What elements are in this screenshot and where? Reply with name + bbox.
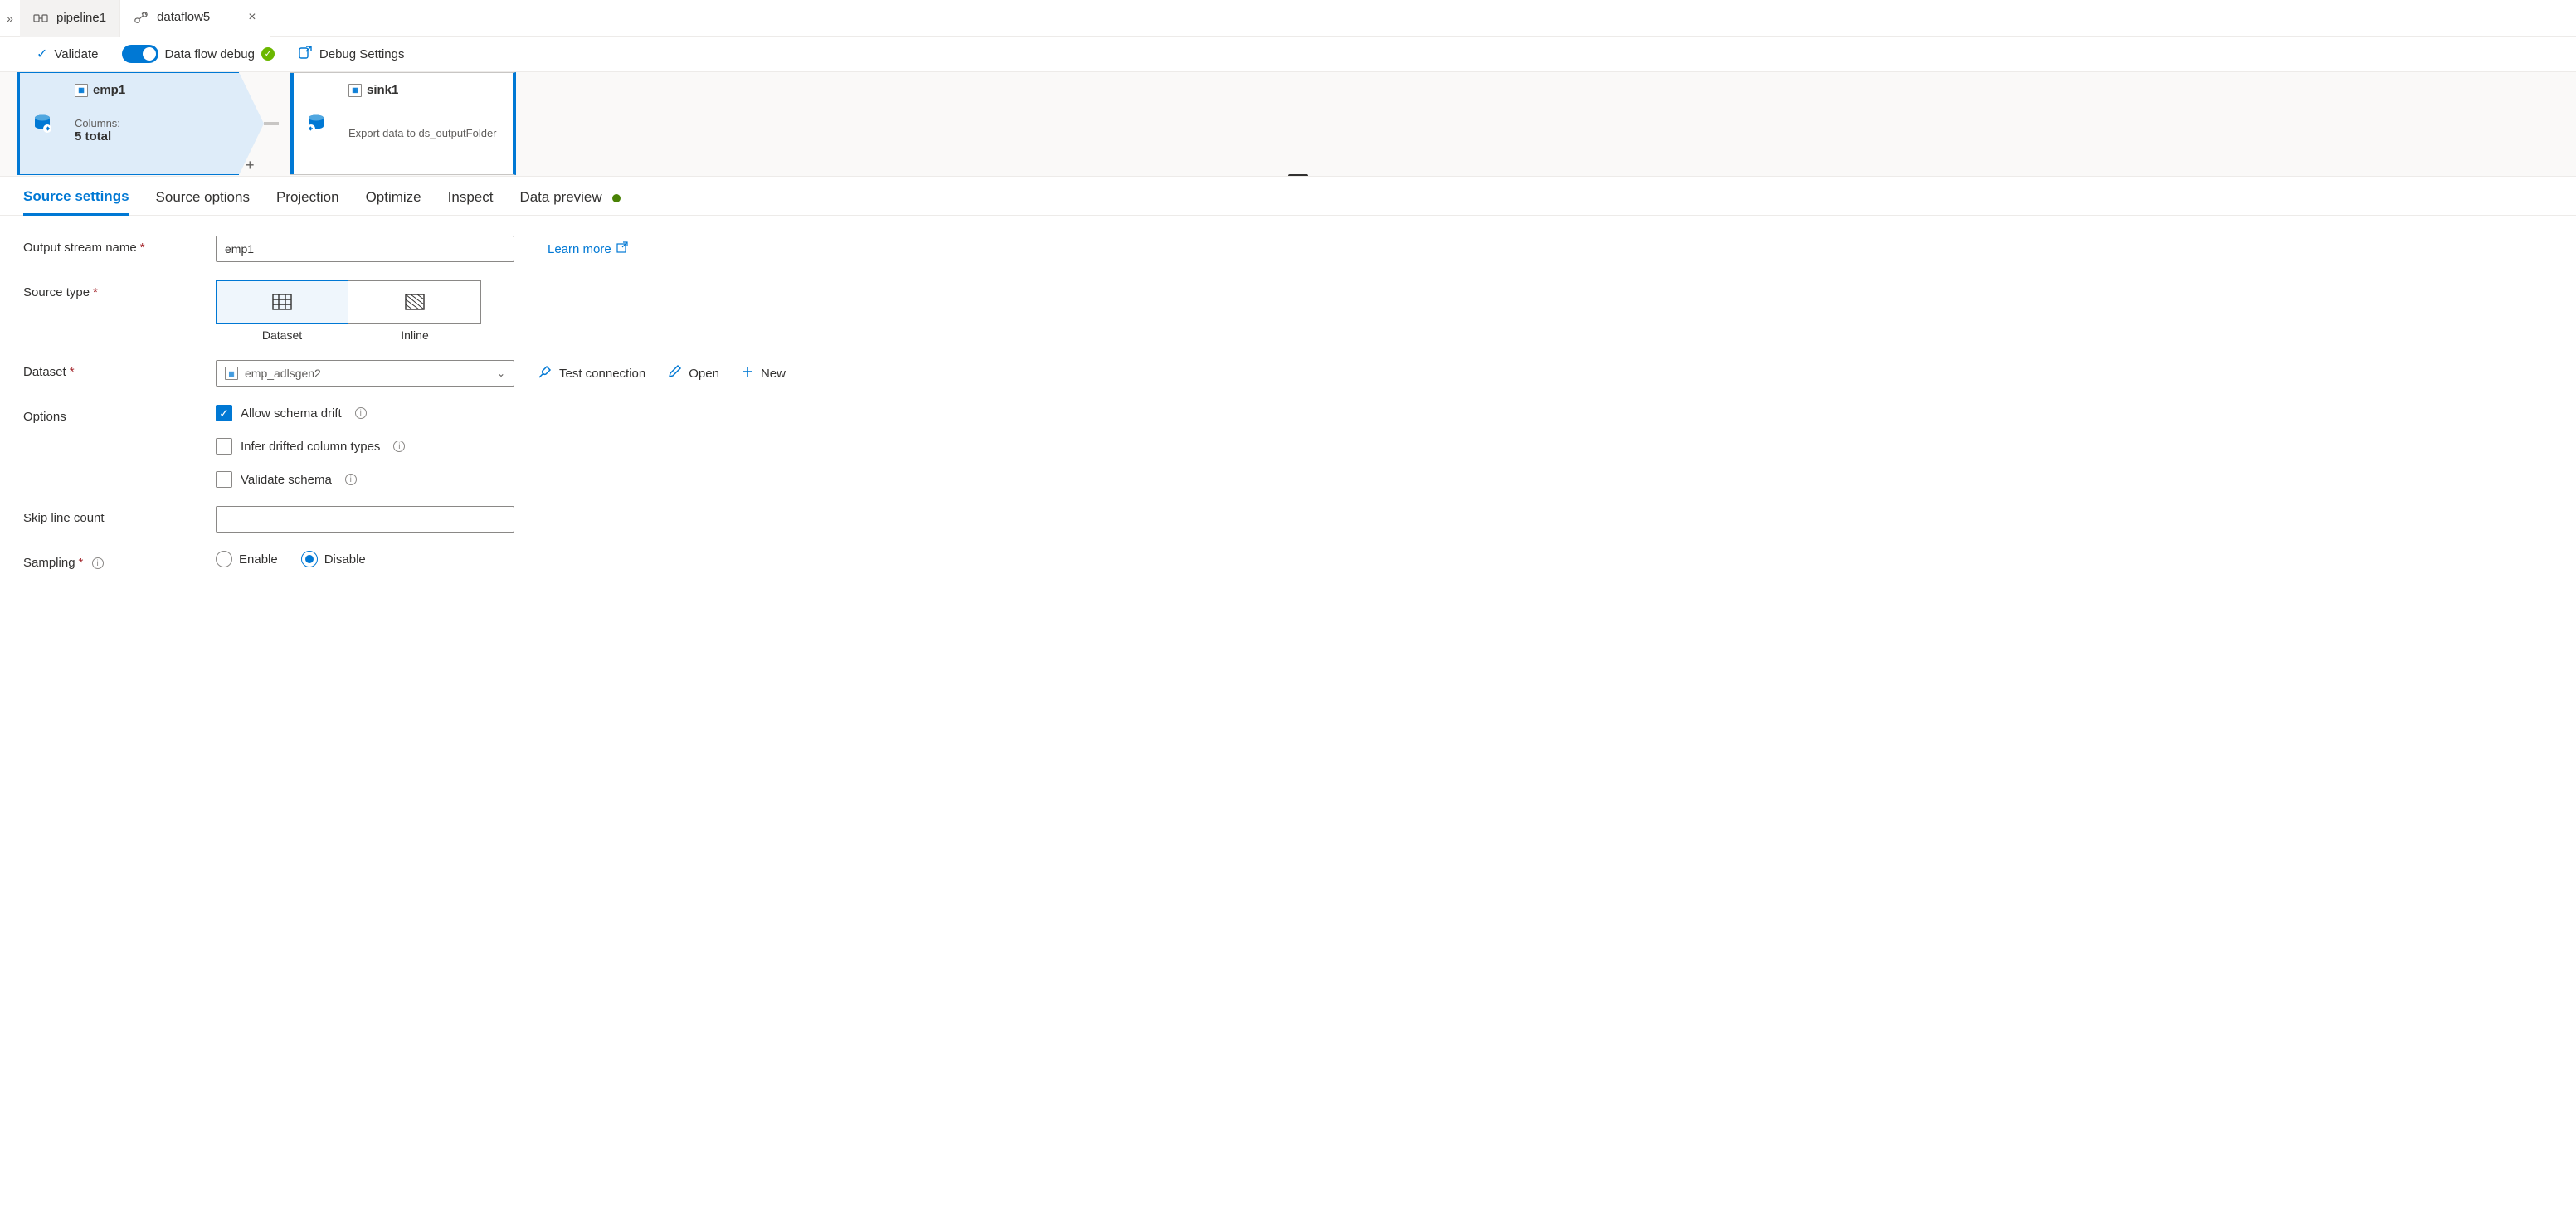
- sampling-enable-radio[interactable]: Enable: [216, 551, 278, 567]
- external-link-icon: [616, 241, 628, 256]
- plus-icon: [741, 365, 754, 382]
- preview-status-icon: [612, 194, 621, 202]
- tab-source-options[interactable]: Source options: [156, 189, 250, 214]
- tab-label: dataflow5: [157, 10, 210, 24]
- pipeline-icon: [33, 11, 48, 26]
- learn-more-label: Learn more: [548, 242, 611, 256]
- database-import-icon: [305, 113, 327, 134]
- info-icon[interactable]: i: [355, 407, 367, 419]
- sink-node-icon-col: [290, 73, 338, 174]
- info-icon[interactable]: i: [345, 474, 357, 485]
- inline-type-label: Inline: [401, 329, 428, 342]
- table-icon: [272, 294, 292, 310]
- tab-projection[interactable]: Projection: [276, 189, 339, 214]
- dataset-type-label: Dataset: [262, 329, 302, 342]
- validate-label: Validate: [54, 47, 98, 61]
- sink-node-name: sink1: [367, 83, 398, 97]
- dataset-select[interactable]: ▦ emp_adlsgen2 ⌄: [216, 360, 514, 387]
- allow-schema-drift-label: Allow schema drift: [241, 406, 342, 421]
- columns-label: Columns:: [75, 117, 229, 129]
- validate-button[interactable]: ✓ Validate: [37, 46, 99, 62]
- source-node[interactable]: ▦ emp1 Columns: 5 total: [17, 72, 264, 175]
- test-connection-label: Test connection: [559, 367, 645, 381]
- tab-optimize[interactable]: Optimize: [366, 189, 421, 214]
- open-button[interactable]: Open: [667, 364, 719, 383]
- debug-settings-label: Debug Settings: [319, 47, 405, 61]
- debug-toggle-label: Data flow debug: [165, 47, 255, 61]
- close-icon[interactable]: ×: [248, 10, 256, 25]
- enable-label: Enable: [239, 552, 278, 567]
- source-type-dataset-button[interactable]: Dataset: [216, 280, 348, 342]
- sink-node-body: ▦ sink1 Export data to ds_outputFolder: [338, 73, 513, 174]
- dataset-select-value: emp_adlsgen2: [245, 367, 321, 380]
- allow-schema-drift-checkbox[interactable]: ✓: [216, 405, 232, 421]
- tab-inspect[interactable]: Inspect: [448, 189, 494, 214]
- dataflow-icon: [134, 10, 149, 25]
- data-preview-label: Data preview: [519, 189, 601, 205]
- dataflow-toolbar: ✓ Validate Data flow debug ✓ Debug Setti…: [0, 37, 2576, 72]
- debug-settings-button[interactable]: Debug Settings: [298, 45, 405, 63]
- source-type-inline-button[interactable]: Inline: [348, 280, 481, 342]
- infer-types-label: Infer drifted column types: [241, 440, 380, 454]
- tab-data-preview[interactable]: Data preview: [519, 189, 621, 214]
- output-stream-input[interactable]: [216, 236, 514, 262]
- editor-tabs-bar: » pipeline1 dataflow5 ×: [0, 0, 2576, 37]
- info-icon[interactable]: i: [393, 441, 405, 452]
- source-node-name: emp1: [93, 83, 125, 97]
- sink-node-description: Export data to ds_outputFolder: [348, 127, 503, 139]
- chevron-down-icon: ⌄: [497, 367, 505, 379]
- info-icon[interactable]: i: [92, 557, 104, 569]
- tab-dataflow5[interactable]: dataflow5 ×: [120, 0, 270, 37]
- tabs-overflow-icon[interactable]: »: [0, 12, 20, 25]
- learn-more-link[interactable]: Learn more: [548, 241, 628, 256]
- tab-label: pipeline1: [56, 11, 106, 25]
- tab-source-settings[interactable]: Source settings: [23, 188, 129, 216]
- debug-toggle-group: Data flow debug ✓: [122, 45, 275, 63]
- sink-node[interactable]: ▦ sink1 Export data to ds_outputFolder: [290, 72, 516, 175]
- debug-status-icon: ✓: [261, 47, 275, 61]
- source-settings-form: Output stream name* Learn more Source ty…: [0, 216, 2576, 608]
- database-export-icon: [32, 113, 53, 134]
- open-label: Open: [689, 367, 719, 381]
- new-label: New: [761, 367, 786, 381]
- options-label: Options: [23, 405, 216, 424]
- check-icon: ✓: [37, 46, 47, 62]
- settings-tabs: Source settings Source options Projectio…: [0, 177, 2576, 216]
- panel-resize-handle[interactable]: [1288, 174, 1308, 177]
- node-connector: [264, 122, 279, 125]
- skip-line-count-input[interactable]: [216, 506, 514, 533]
- connection-icon: [538, 364, 553, 383]
- debug-toggle[interactable]: [122, 45, 158, 63]
- pencil-icon: [667, 364, 682, 383]
- add-transformation-icon[interactable]: +: [246, 157, 255, 174]
- skip-line-count-label: Skip line count: [23, 506, 216, 525]
- csv-file-icon: ▦: [225, 367, 238, 380]
- infer-types-checkbox[interactable]: [216, 438, 232, 455]
- validate-schema-label: Validate schema: [241, 473, 332, 487]
- settings-export-icon: [298, 45, 313, 63]
- source-node-icon-col: [17, 72, 65, 175]
- source-type-label: Source type*: [23, 280, 216, 299]
- dataflow-canvas[interactable]: ▦ emp1 Columns: 5 total + ▦ sink1 Export…: [0, 72, 2576, 177]
- csv-file-icon: ▦: [348, 84, 362, 97]
- test-connection-button[interactable]: Test connection: [538, 364, 645, 383]
- inline-icon: [405, 294, 425, 310]
- validate-schema-checkbox[interactable]: [216, 471, 232, 488]
- sampling-label: Sampling* i: [23, 551, 216, 570]
- output-stream-label: Output stream name*: [23, 236, 216, 255]
- source-node-body: ▦ emp1 Columns: 5 total: [65, 72, 239, 175]
- disable-label: Disable: [324, 552, 366, 567]
- tab-pipeline1[interactable]: pipeline1: [20, 0, 120, 37]
- dataset-label: Dataset*: [23, 360, 216, 379]
- new-button[interactable]: New: [741, 365, 786, 382]
- columns-count: 5 total: [75, 129, 229, 144]
- csv-file-icon: ▦: [75, 84, 88, 97]
- sampling-disable-radio[interactable]: Disable: [301, 551, 366, 567]
